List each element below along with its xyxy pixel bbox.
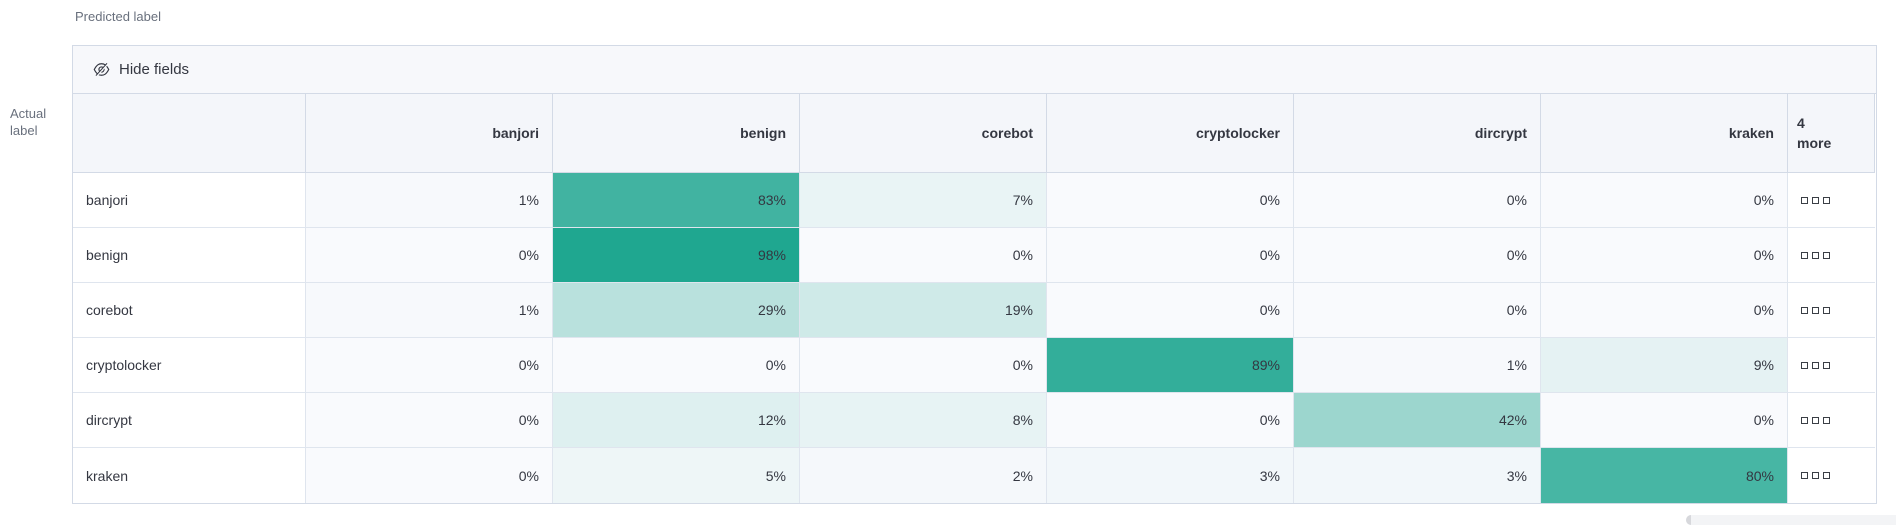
cell-banjori-banjori: 1% [306, 173, 553, 228]
cell-banjori-kraken: 0% [1541, 173, 1788, 228]
boxes-horizontal-icon [1801, 472, 1830, 479]
column-header-benign[interactable]: benign [553, 94, 800, 173]
boxes-horizontal-icon [1801, 196, 1830, 204]
cell-dircrypt-benign: 12% [553, 393, 800, 448]
column-header-kraken[interactable]: kraken [1541, 94, 1788, 173]
row-label-corebot: corebot [73, 283, 306, 338]
column-header-dircrypt[interactable]: dircrypt [1294, 94, 1541, 173]
actual-axis-label-line1: Actual [10, 106, 47, 121]
predicted-axis-label: Predicted label [75, 9, 161, 24]
cell-corebot-corebot: 19% [800, 283, 1047, 338]
cell-benign-banjori: 0% [306, 228, 553, 283]
cell-benign-kraken: 0% [1541, 228, 1788, 283]
cell-dircrypt-banjori: 0% [306, 393, 553, 448]
matrix-row-corebot: corebot 1% 29% 19% 0% 0% 0% [73, 283, 1876, 338]
hide-fields-button[interactable]: Hide fields [87, 57, 195, 82]
cell-corebot-overflow [1788, 283, 1875, 338]
row-label-cryptolocker: cryptolocker [73, 338, 306, 393]
cell-corebot-banjori: 1% [306, 283, 553, 338]
column-header-cryptolocker[interactable]: cryptolocker [1047, 94, 1294, 173]
cell-corebot-dircrypt: 0% [1294, 283, 1541, 338]
cell-corebot-kraken: 0% [1541, 283, 1788, 338]
cell-benign-overflow [1788, 228, 1875, 283]
column-header-banjori[interactable]: banjori [306, 94, 553, 173]
cell-kraken-benign: 5% [553, 448, 800, 503]
cell-dircrypt-overflow [1788, 393, 1875, 448]
cell-cryptolocker-cryptolocker: 89% [1047, 338, 1294, 393]
boxes-horizontal-icon [1801, 361, 1830, 369]
eye-closed-icon [93, 62, 110, 77]
cell-banjori-cryptolocker: 0% [1047, 173, 1294, 228]
horizontal-scrollbar-thumb[interactable] [1686, 515, 1896, 525]
cell-cryptolocker-corebot: 0% [800, 338, 1047, 393]
row-label-banjori: banjori [73, 173, 306, 228]
more-columns-count: 4 more [1797, 115, 1832, 151]
cell-banjori-dircrypt: 0% [1294, 173, 1541, 228]
cell-banjori-benign: 83% [553, 173, 800, 228]
cell-cryptolocker-benign: 0% [553, 338, 800, 393]
cell-kraken-corebot: 2% [800, 448, 1047, 503]
actual-axis-label: Actual label [10, 105, 46, 139]
matrix-row-benign: benign 0% 98% 0% 0% 0% 0% [73, 228, 1876, 283]
cell-benign-benign: 98% [553, 228, 800, 283]
cell-kraken-cryptolocker: 3% [1047, 448, 1294, 503]
confusion-matrix-panel: Hide fields banjori benign corebot cryptolo… [72, 45, 1877, 504]
boxes-horizontal-icon [1801, 416, 1830, 424]
cell-dircrypt-kraken: 0% [1541, 393, 1788, 448]
actual-axis-label-line2: label [10, 123, 38, 138]
matrix-row-cryptolocker: cryptolocker 0% 0% 0% 89% 1% 9% [73, 338, 1876, 393]
cell-benign-cryptolocker: 0% [1047, 228, 1294, 283]
column-header-corebot[interactable]: corebot [800, 94, 1047, 173]
scrollbar-end-cap [1686, 515, 1691, 525]
row-label-benign: benign [73, 228, 306, 283]
row-label-kraken: kraken [73, 448, 306, 503]
hide-fields-label: Hide fields [119, 61, 190, 78]
cell-benign-dircrypt: 0% [1294, 228, 1541, 283]
cell-benign-corebot: 0% [800, 228, 1047, 283]
cell-banjori-overflow [1788, 173, 1875, 228]
cell-corebot-cryptolocker: 0% [1047, 283, 1294, 338]
column-header-more[interactable]: 4 more [1788, 94, 1875, 173]
cell-kraken-kraken: 80% [1541, 448, 1788, 503]
cell-dircrypt-corebot: 8% [800, 393, 1047, 448]
boxes-horizontal-icon [1801, 251, 1830, 259]
cell-cryptolocker-kraken: 9% [1541, 338, 1788, 393]
cell-kraken-overflow [1788, 448, 1875, 503]
matrix-header-row: banjori benign corebot cryptolocker dircrypt… [73, 94, 1876, 173]
row-label-dircrypt: dircrypt [73, 393, 306, 448]
cell-dircrypt-dircrypt: 42% [1294, 393, 1541, 448]
cell-corebot-benign: 29% [553, 283, 800, 338]
datagrid-toolbar: Hide fields [73, 46, 1876, 94]
cell-kraken-dircrypt: 3% [1294, 448, 1541, 503]
matrix-row-banjori: banjori 1% 83% 7% 0% 0% 0% [73, 173, 1876, 228]
corner-header-cell [73, 94, 306, 173]
cell-banjori-corebot: 7% [800, 173, 1047, 228]
matrix-row-dircrypt: dircrypt 0% 12% 8% 0% 42% 0% [73, 393, 1876, 448]
boxes-horizontal-icon [1801, 306, 1830, 314]
cell-cryptolocker-banjori: 0% [306, 338, 553, 393]
cell-dircrypt-cryptolocker: 0% [1047, 393, 1294, 448]
cell-cryptolocker-overflow [1788, 338, 1875, 393]
confusion-matrix-grid: banjori benign corebot cryptolocker dircrypt… [73, 94, 1876, 503]
matrix-row-kraken: kraken 0% 5% 2% 3% 3% 80% [73, 448, 1876, 503]
cell-cryptolocker-dircrypt: 1% [1294, 338, 1541, 393]
cell-kraken-banjori: 0% [306, 448, 553, 503]
